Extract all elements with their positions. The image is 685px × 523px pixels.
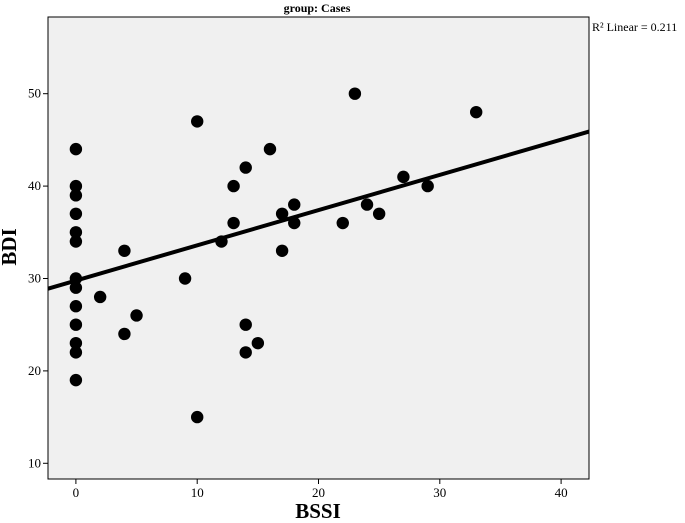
data-point <box>118 244 131 257</box>
r2-annotation: R² Linear = 0.211 <box>592 20 677 34</box>
data-point <box>178 272 192 285</box>
data-point <box>251 336 265 350</box>
x-tick-label: 10 <box>191 485 204 500</box>
data-point <box>69 179 83 193</box>
y-tick-label: 10 <box>28 455 41 470</box>
fit-line-layer <box>47 129 590 291</box>
y-axis-title: BDI <box>0 228 21 265</box>
x-axis-title: BSSI <box>295 499 341 523</box>
data-point <box>69 272 83 285</box>
x-tick-label: 20 <box>312 485 325 500</box>
data-point <box>69 346 83 359</box>
data-point <box>336 216 349 230</box>
plot-area <box>47 16 590 480</box>
data-point <box>69 281 83 294</box>
data-point <box>118 327 131 341</box>
data-point <box>288 198 301 211</box>
x-tick-label: 0 <box>73 485 80 500</box>
data-point <box>93 290 107 304</box>
fit-line <box>47 129 590 291</box>
data-point <box>239 346 252 359</box>
data-point <box>69 300 83 313</box>
x-tick-label: 40 <box>555 485 568 500</box>
data-point <box>69 336 83 350</box>
data-point <box>275 244 289 257</box>
x-tick-label: 30 <box>433 485 446 500</box>
data-point <box>348 87 362 100</box>
data-point <box>397 170 410 184</box>
y-axis: 10 20 30 40 50 <box>28 86 48 470</box>
data-point <box>190 115 204 128</box>
data-point <box>227 216 240 230</box>
y-tick-label: 40 <box>28 178 41 193</box>
data-point <box>360 198 374 211</box>
data-point <box>215 235 228 248</box>
data-point <box>239 161 252 174</box>
y-tick-label: 30 <box>28 270 41 285</box>
data-point <box>69 318 83 331</box>
data-point <box>227 179 240 193</box>
data-point <box>69 373 83 387</box>
data-point <box>69 189 83 202</box>
data-point <box>190 410 204 424</box>
data-point <box>263 142 277 156</box>
data-point <box>69 226 83 239</box>
y-tick-label: 20 <box>28 363 41 378</box>
data-point <box>69 207 83 221</box>
data-points <box>69 87 483 424</box>
data-point <box>372 207 386 221</box>
data-point <box>275 207 289 221</box>
y-tick-label: 50 <box>28 86 41 101</box>
data-point <box>469 105 483 119</box>
data-point <box>69 235 83 248</box>
chart-title: group: Cases <box>284 1 351 15</box>
data-point <box>130 309 143 322</box>
data-point <box>69 142 83 156</box>
data-point <box>421 179 434 193</box>
data-point <box>239 318 252 331</box>
x-axis: 0 10 20 30 40 <box>73 479 568 500</box>
data-point <box>288 216 301 230</box>
